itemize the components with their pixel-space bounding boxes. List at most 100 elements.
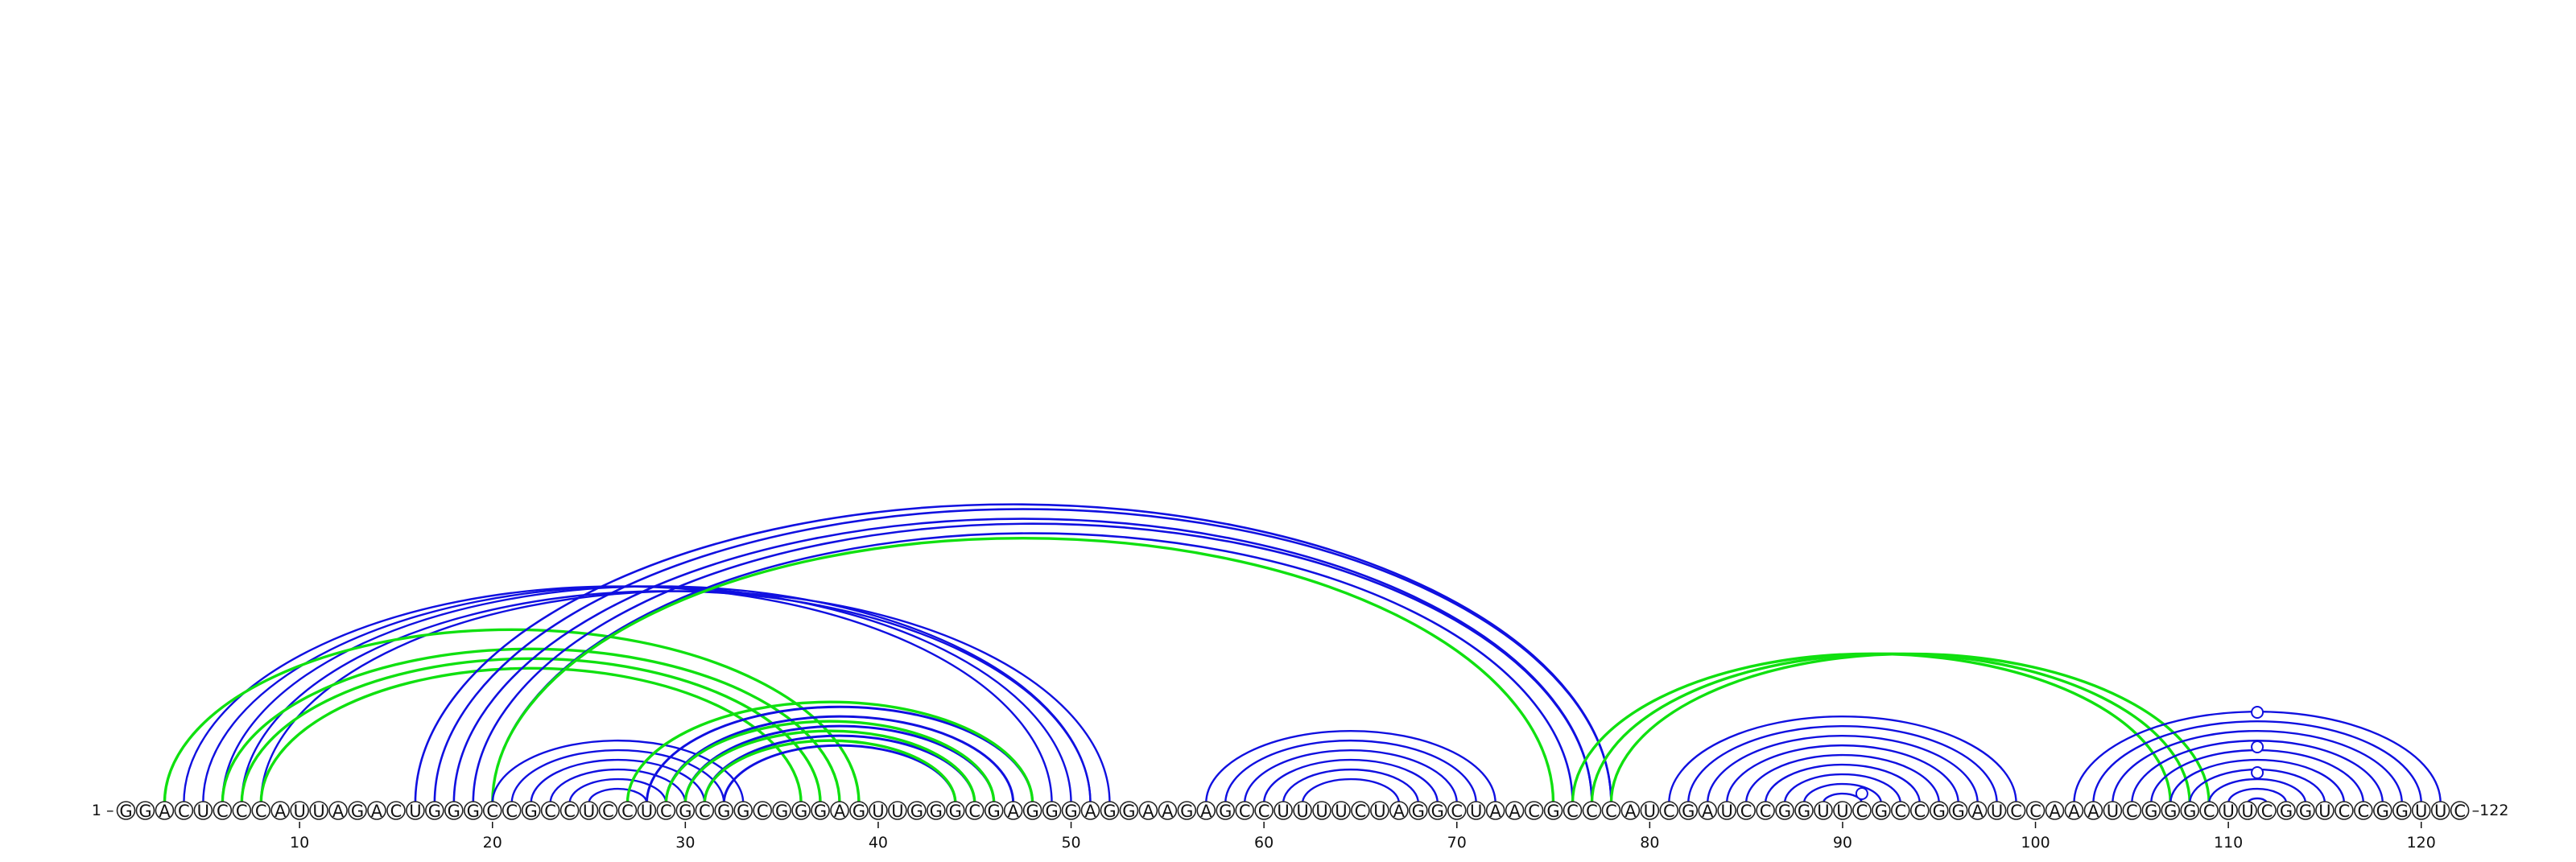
arc-blue-58-71 xyxy=(1224,739,1477,804)
nucleotide-circle xyxy=(1042,801,1062,820)
nucleotide-circle xyxy=(714,801,734,820)
nucleotide-letter: G xyxy=(2164,802,2177,821)
arc-blue-109-114 xyxy=(2207,777,2307,804)
nucleotide-letter: C xyxy=(2029,802,2041,821)
sequence-start-label: 1 – xyxy=(92,802,114,819)
nucleotide-51: A xyxy=(1080,801,1100,821)
nucleotide-letter: G xyxy=(525,802,538,821)
nucleotide-48: G xyxy=(1022,801,1042,821)
nucleotide-circle xyxy=(984,801,1004,820)
arc-green-20-75 xyxy=(491,536,1555,804)
nucleotide-letter: A xyxy=(1393,802,1406,821)
nucleotide-23: C xyxy=(540,801,560,821)
nucleotide-letter: G xyxy=(1431,802,1444,821)
nucleotide-circle xyxy=(1775,801,1794,820)
nucleotide-110: U xyxy=(2219,801,2238,821)
nucleotide-letter: C xyxy=(1451,802,1463,821)
nucleotide-circle xyxy=(656,801,676,820)
nucleotide-letter: U xyxy=(197,802,209,821)
nucleotide-98: U xyxy=(1987,801,2007,821)
nucleotide-26: C xyxy=(598,801,618,821)
nucleotide-circle xyxy=(251,801,271,820)
nucleotide-letter: G xyxy=(852,802,865,821)
nucleotide-circle xyxy=(406,801,425,820)
nucleotide-82: G xyxy=(1678,801,1699,821)
nucleotide-letter: U xyxy=(2107,802,2119,821)
nucleotide-115: U xyxy=(2315,801,2334,821)
arc-blue-84-96 xyxy=(1725,744,1959,804)
nucleotide-letter: C xyxy=(621,802,634,821)
nucleotide-letter: G xyxy=(988,802,1001,821)
nucleotide-circle xyxy=(1138,801,1158,820)
nucleotide-circle xyxy=(695,801,715,820)
nucleotide-letter: U xyxy=(1991,802,2003,821)
tick-label-40: 40 xyxy=(869,834,888,852)
nucleotide-circle xyxy=(1505,801,1525,820)
nucleotide-circle xyxy=(2354,801,2373,820)
nucleotide-letter: A xyxy=(1489,802,1501,821)
nucleotide-11: U xyxy=(309,801,328,821)
nucleotide-circle xyxy=(155,801,175,820)
nucleotide-letter: C xyxy=(506,802,518,821)
nucleotide-circle xyxy=(675,801,696,820)
nucleotide-54: A xyxy=(1138,801,1158,821)
nucleotide-circle xyxy=(309,801,328,820)
nucleotide-76: C xyxy=(1563,801,1583,821)
nucleotide-letter: U xyxy=(872,802,884,821)
nucleotide-circle xyxy=(1620,801,1641,820)
nucleotide-circle xyxy=(2103,801,2123,820)
nucleotide-92: G xyxy=(1872,801,1891,821)
hairpin-marker-2 xyxy=(2251,740,2264,753)
nucleotide-circle xyxy=(849,801,869,820)
nucleotide-letter: G xyxy=(1219,802,1232,821)
nucleotide-letter: C xyxy=(1663,802,1675,821)
nucleotide-circle xyxy=(945,801,965,820)
nucleotide-letter: C xyxy=(1239,802,1251,821)
nucleotide-10: U xyxy=(290,801,309,821)
nucleotide-55: A xyxy=(1158,801,1178,821)
nucleotide-letter: C xyxy=(1605,802,1617,821)
nucleotide-letter: C xyxy=(1528,802,1540,821)
nucleotide-letter: G xyxy=(428,802,441,821)
nucleotide-89: U xyxy=(1814,801,1833,821)
nucleotide-circle xyxy=(1254,801,1274,820)
nucleotide-circle xyxy=(328,801,348,820)
nucleotide-circle xyxy=(1659,801,1679,820)
nucleotide-88: G xyxy=(1794,801,1814,821)
nucleotide-letter: G xyxy=(1412,802,1425,821)
tick-label-100: 100 xyxy=(2021,834,2050,852)
nucleotide-circle xyxy=(1331,801,1351,820)
hairpin-marker-3 xyxy=(2251,706,2264,719)
nucleotide-letter: A xyxy=(1084,802,1096,821)
nucleotide-letter: U xyxy=(2222,802,2234,821)
nucleotide-circle xyxy=(232,801,252,820)
nucleotide-circle xyxy=(425,801,444,820)
nucleotide-circle xyxy=(482,801,502,820)
nucleotide-122: C xyxy=(2450,801,2470,821)
nucleotide-58: G xyxy=(1216,801,1236,821)
arc-green-29-46 xyxy=(664,720,996,804)
arc-green-30-45 xyxy=(683,729,976,804)
nucleotide-circle xyxy=(2411,801,2431,820)
arc-green-76-107 xyxy=(1571,652,2172,804)
nucleotide-letter: U xyxy=(891,802,903,821)
nucleotide-circle xyxy=(444,801,464,820)
nucleotide-circle xyxy=(502,801,522,820)
nucleotide-letter: C xyxy=(2339,802,2351,821)
nucleotide-letter: G xyxy=(138,802,151,821)
nucleotide-letter: C xyxy=(1258,802,1270,821)
nucleotide-circle xyxy=(2161,801,2181,820)
nucleotide-52: G xyxy=(1100,801,1120,821)
arc-blue-110-113 xyxy=(2227,787,2288,804)
nucleotide-circle xyxy=(290,801,309,820)
nucleotide-circle xyxy=(1427,801,1447,820)
nucleotide-32: G xyxy=(714,801,734,821)
nucleotide-70: C xyxy=(1447,801,1467,821)
nucleotide-circle xyxy=(617,801,638,820)
tick-label-30: 30 xyxy=(675,834,695,852)
nucleotide-letter: A xyxy=(1007,802,1019,821)
nucleotide-circle xyxy=(1235,801,1254,820)
nucleotide-letter: U xyxy=(583,802,595,821)
nucleotide-97: A xyxy=(1967,801,1988,821)
arc-blue-103-120 xyxy=(2092,720,2422,804)
